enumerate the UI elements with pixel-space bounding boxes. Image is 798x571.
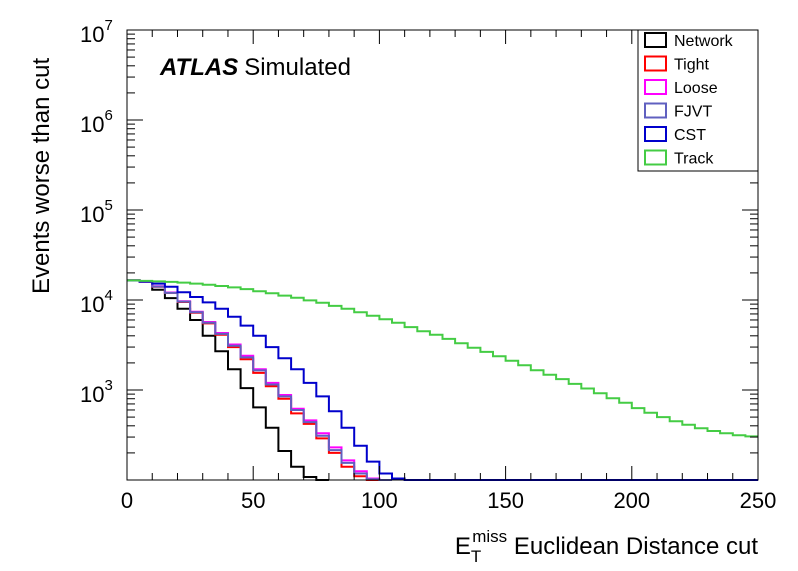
legend-swatch-cst: [644, 126, 667, 142]
y-tick-labels: 103 104 105 106 107: [80, 17, 113, 407]
x-tick-label: 0: [121, 488, 133, 513]
legend: Network Tight Loose FJVT CST Track: [637, 29, 759, 172]
x-tick-label: 150: [487, 488, 524, 513]
legend-swatch-network: [644, 32, 667, 48]
x-tick-label: 100: [361, 488, 398, 513]
legend-label-loose: Loose: [674, 80, 718, 97]
x-tick-label: 250: [740, 488, 777, 513]
atlas-label: ATLAS Simulated: [159, 54, 351, 81]
x-axis-title: ETmiss Euclidean Distance cut: [455, 527, 758, 566]
legend-swatch-fjvt: [644, 102, 667, 119]
legend-swatch-loose: [644, 79, 667, 95]
y-tick-label: 105: [80, 197, 113, 227]
y-tick-label: 107: [80, 17, 113, 47]
legend-label-network: Network: [674, 33, 734, 50]
x-tick-label: 200: [613, 488, 650, 513]
plot-frame: [126, 29, 759, 481]
legend-label-fjvt: FJVT: [674, 104, 712, 121]
x-tick-label: 50: [241, 488, 265, 513]
legend-label-tight: Tight: [674, 57, 710, 74]
legend-label-cst: CST: [674, 127, 706, 144]
legend-box: [637, 29, 759, 172]
legend-label-track: Track: [674, 151, 714, 168]
x-tick-labels: 0 50 100 150 200 250: [121, 488, 776, 513]
y-tick-label: 104: [80, 287, 113, 317]
y-axis-title: Events worse than cut: [28, 58, 55, 294]
y-tick-label: 106: [80, 107, 113, 137]
y-tick-label: 103: [80, 377, 113, 407]
series-cst-line: [127, 279, 758, 481]
legend-entries: Network Tight Loose FJVT CST Track: [644, 32, 734, 168]
series-track-line: [127, 279, 758, 438]
legend-swatch-tight: [644, 55, 667, 72]
legend-swatch-track: [644, 149, 667, 166]
series-layer: [127, 279, 758, 481]
series-fjvt-line: [127, 279, 392, 481]
